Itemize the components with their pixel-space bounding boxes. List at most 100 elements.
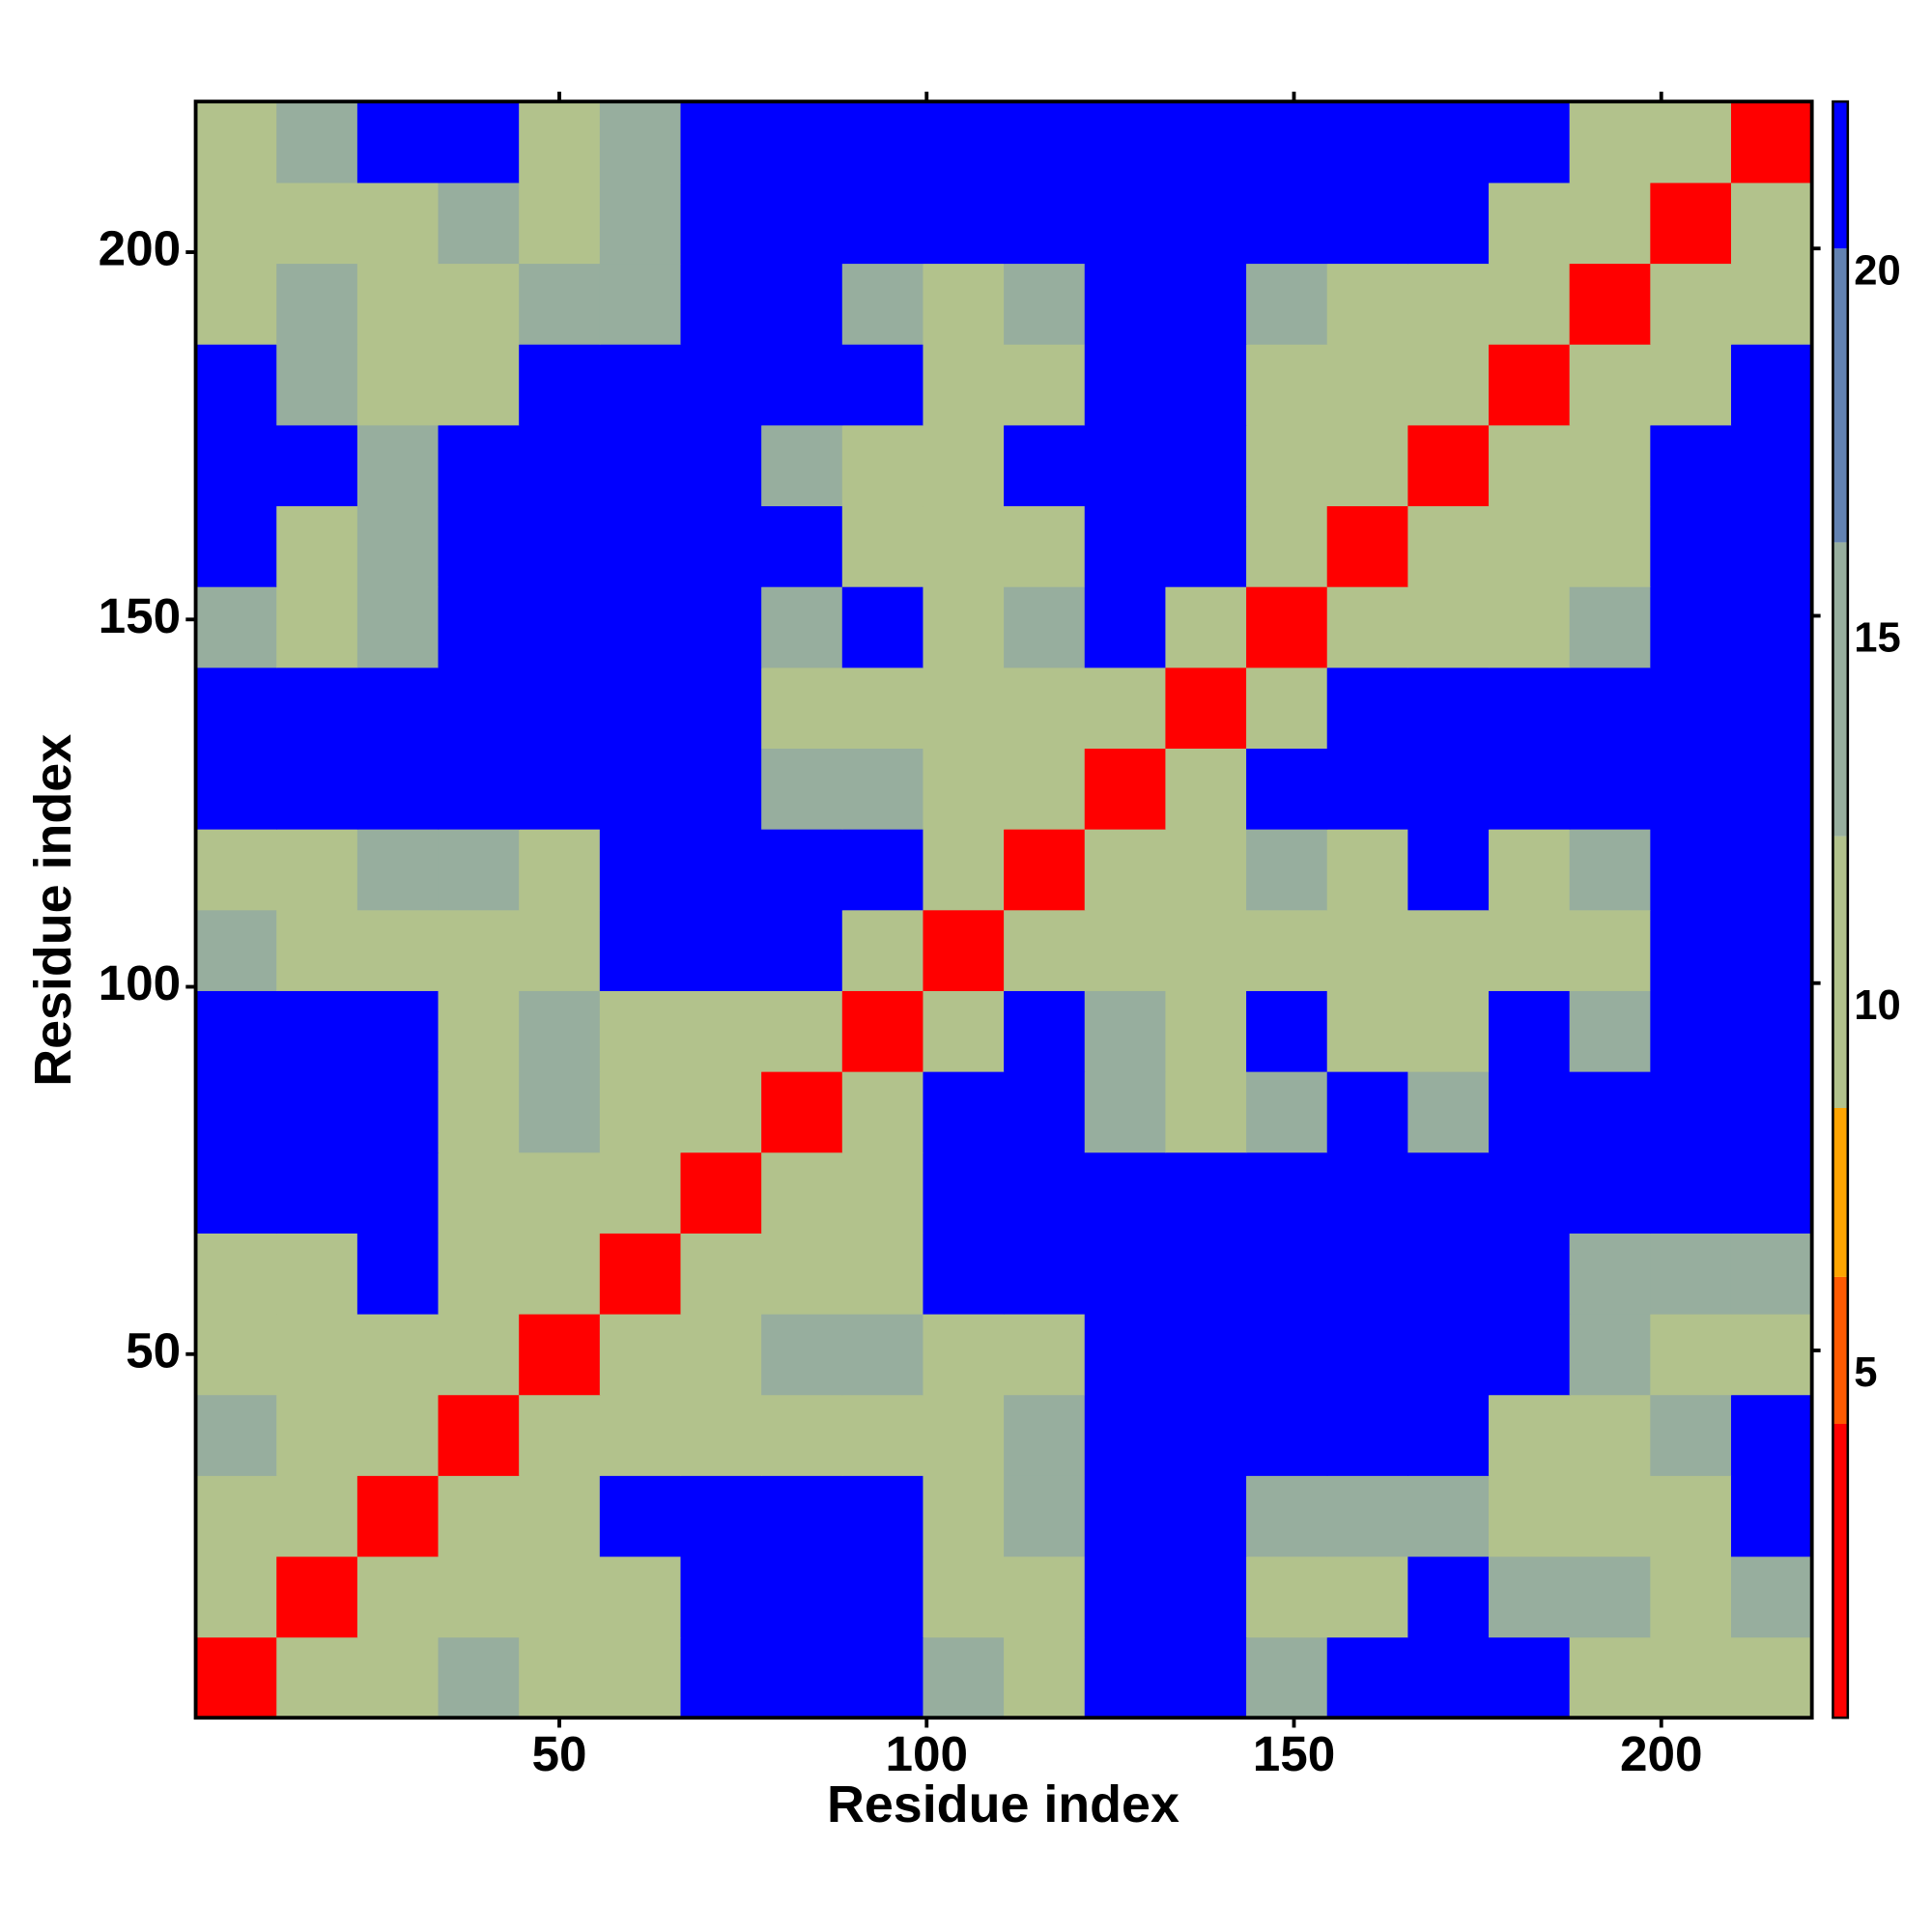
heatmap-cell: [276, 1070, 358, 1153]
x-tick-label: 200: [1620, 1726, 1703, 1781]
heatmap-cell: [1650, 909, 1732, 991]
heatmap-cell: [519, 1394, 601, 1476]
heatmap-cell: [1489, 424, 1571, 507]
heatmap-cell: [1650, 1394, 1732, 1476]
heatmap-cell: [1650, 424, 1732, 507]
heatmap-cell: [599, 667, 682, 749]
heatmap-cell: [841, 829, 924, 911]
heatmap-cell: [680, 344, 762, 426]
heatmap-cell: [1730, 1475, 1813, 1557]
heatmap-cell: [599, 1555, 682, 1638]
heatmap-cell: [195, 1475, 277, 1557]
heatmap-cell: [1489, 101, 1571, 184]
heatmap-cell: [1407, 424, 1490, 507]
heatmap-cell: [599, 1475, 682, 1557]
heatmap-cell: [1004, 344, 1086, 426]
heatmap-cell: [1489, 182, 1571, 265]
heatmap-cell: [195, 424, 277, 507]
heatmap-cell: [680, 586, 762, 668]
y-axis-label: Residue index: [24, 734, 82, 1087]
heatmap-cell: [195, 505, 277, 587]
heatmap-cell: [1650, 1555, 1732, 1638]
heatmap-cell: [356, 829, 440, 911]
heatmap-cell: [356, 909, 440, 991]
heatmap-cell: [356, 263, 440, 345]
heatmap-cell: [1004, 1233, 1086, 1315]
heatmap-cell: [680, 1394, 762, 1476]
heatmap-cell: [680, 505, 762, 587]
heatmap-cell: [1326, 263, 1409, 345]
heatmap-cell: [1730, 424, 1813, 507]
colorbar-segment: [1833, 542, 1848, 837]
heatmap-cell: [276, 990, 358, 1072]
heatmap-cell: [1165, 829, 1247, 911]
heatmap-cell: [1730, 101, 1813, 184]
heatmap-cell: [1489, 263, 1571, 345]
heatmap-cell: [195, 748, 277, 830]
heatmap-cell: [1004, 1555, 1086, 1638]
heatmap-cell: [276, 667, 358, 749]
heatmap-cell: [1650, 990, 1732, 1072]
heatmap-cell: [1407, 586, 1490, 668]
heatmap-cell: [599, 263, 682, 345]
heatmap-cell: [1165, 424, 1247, 507]
heatmap-cell: [761, 667, 843, 749]
heatmap-cell: [195, 1313, 277, 1396]
heatmap-cell: [1084, 909, 1167, 991]
heatmap-cell: [1165, 182, 1247, 265]
colorbar-tick-label: 10: [1854, 982, 1900, 1029]
heatmap-cell: [1084, 1636, 1167, 1719]
heatmap-cell: [1407, 1636, 1490, 1719]
heatmap-cell: [519, 1555, 601, 1638]
heatmap-cell: [1650, 586, 1732, 668]
heatmap-cell: [356, 505, 440, 587]
heatmap-cell: [276, 829, 358, 911]
heatmap-cell: [1084, 667, 1167, 749]
heatmap-cell: [276, 1475, 358, 1557]
heatmap-cell: [195, 1151, 277, 1234]
heatmap-cell: [1246, 101, 1328, 184]
heatmap-cell: [276, 909, 358, 991]
colorbar-segment: [1833, 101, 1848, 249]
heatmap-cell: [276, 344, 358, 426]
heatmap-cell: [680, 101, 762, 184]
heatmap-cell: [195, 344, 277, 426]
heatmap-cell: [1246, 1070, 1328, 1153]
heatmap-cell: [356, 1070, 440, 1153]
heatmap-cell: [923, 1555, 1005, 1638]
heatmap-cell: [1004, 1313, 1086, 1396]
heatmap-cell: [1650, 1636, 1732, 1719]
heatmap-cell: [1650, 1313, 1732, 1396]
heatmap-cell: [438, 1151, 520, 1234]
heatmap-cell: [761, 424, 843, 507]
heatmap-cell: [1407, 990, 1490, 1072]
heatmap-cell: [1650, 1475, 1732, 1557]
heatmap-cell: [761, 1555, 843, 1638]
heatmap-cell: [599, 505, 682, 587]
heatmap-cell: [1004, 1151, 1086, 1234]
heatmap-cell: [195, 586, 277, 668]
heatmap-cell: [1569, 1233, 1651, 1315]
x-axis-label: Residue index: [827, 1776, 1179, 1833]
heatmap-cell: [1165, 1475, 1247, 1557]
x-tick-label: 50: [531, 1726, 586, 1781]
colorbar-segment: [1833, 1107, 1848, 1277]
heatmap-cell: [841, 182, 924, 265]
heatmap-cell: [1326, 505, 1409, 587]
heatmap-cell: [276, 1636, 358, 1719]
heatmap-cell: [1004, 990, 1086, 1072]
heatmap-cell: [680, 182, 762, 265]
heatmap-cell: [519, 829, 601, 911]
heatmap-cell: [1165, 909, 1247, 991]
heatmap-cell: [761, 748, 843, 830]
heatmap-cell: [1489, 1475, 1571, 1557]
heatmap-cell: [1407, 1070, 1490, 1153]
heatmap-cell: [1084, 1394, 1167, 1476]
heatmap-cell: [1326, 1070, 1409, 1153]
heatmap-cell: [680, 1475, 762, 1557]
heatmap-cell: [841, 667, 924, 749]
heatmap-cell: [1489, 1151, 1571, 1234]
heatmap-cell: [356, 101, 440, 184]
heatmap-cell: [680, 1070, 762, 1153]
heatmap-cell: [841, 505, 924, 587]
